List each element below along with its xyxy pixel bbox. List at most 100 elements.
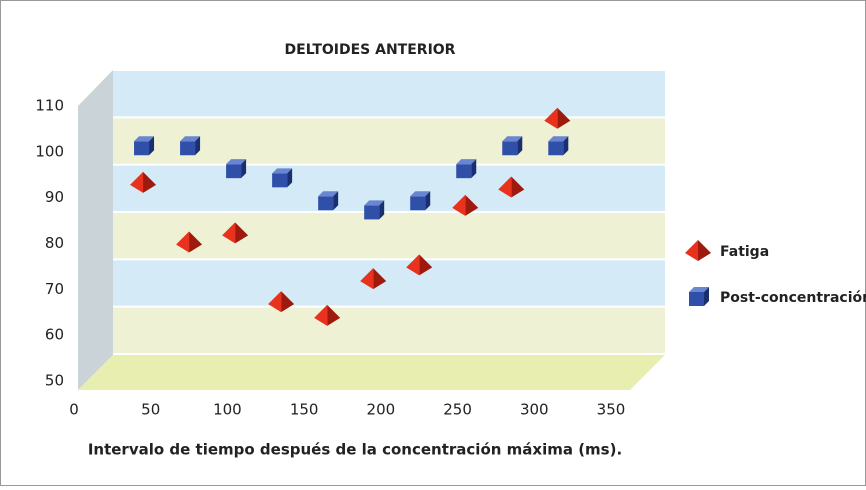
cube-side — [241, 159, 247, 179]
cube-side — [425, 191, 431, 211]
pyramid-right — [465, 194, 479, 216]
cube-marker — [502, 136, 523, 156]
x-tick-label: 50 — [141, 401, 160, 419]
cube-front — [456, 164, 472, 179]
cube-top — [689, 287, 709, 292]
pyramid-right — [557, 107, 571, 129]
cube-marker — [548, 136, 569, 156]
pyramid-left — [130, 171, 144, 193]
pyramid-left — [498, 176, 512, 198]
cube-front — [364, 205, 380, 220]
x-tick-label: 300 — [520, 401, 549, 419]
cube-front — [318, 196, 334, 211]
cube-side — [287, 168, 293, 188]
pyramid-marker — [452, 194, 479, 216]
y-tick-label: 70 — [45, 280, 64, 298]
legend-label: Fatiga — [720, 244, 769, 260]
pyramid-right — [189, 231, 203, 253]
cube-front — [548, 141, 564, 156]
cube-top — [180, 136, 201, 142]
cube-front — [689, 292, 704, 306]
x-tick-label: 100 — [213, 401, 242, 419]
cube-marker — [456, 159, 477, 179]
pyramid-marker — [130, 171, 157, 193]
y-tick-label: 110 — [35, 97, 64, 115]
cube-front — [410, 196, 426, 211]
cube-marker — [689, 287, 709, 306]
wall-band — [113, 164, 665, 212]
cube-side — [379, 200, 385, 220]
cube-front — [226, 164, 242, 179]
pyramid-right — [143, 171, 157, 193]
pyramid-left — [406, 254, 420, 276]
floor — [78, 355, 665, 390]
cube-marker — [410, 191, 431, 211]
pyramid-marker — [544, 107, 571, 129]
x-tick-label: 250 — [443, 401, 472, 419]
cube-top — [364, 200, 385, 206]
cube-front — [180, 141, 196, 156]
pyramid-right — [373, 268, 387, 290]
cube-side — [333, 191, 339, 211]
x-tick-label: 0 — [69, 401, 79, 419]
wall-band — [113, 212, 665, 260]
cube-marker — [134, 136, 155, 156]
cube-side — [195, 136, 201, 156]
cube-top — [272, 168, 293, 174]
wall-band — [113, 259, 665, 307]
pyramid-right — [235, 222, 249, 244]
wall-band — [113, 306, 665, 354]
cube-top — [548, 136, 569, 142]
cube-side — [704, 287, 709, 306]
pyramid-right — [281, 291, 295, 313]
cube-marker — [226, 159, 247, 179]
pyramid-marker — [268, 291, 295, 313]
cube-side — [517, 136, 523, 156]
pyramid-marker — [406, 254, 433, 276]
cube-side — [563, 136, 569, 156]
cube-front — [272, 173, 288, 188]
y-tick-label: 80 — [45, 234, 64, 252]
pyramid-left — [360, 268, 374, 290]
legend-label: Post-concentración — [720, 290, 866, 306]
wall-band — [113, 70, 665, 118]
pyramid-marker — [360, 268, 387, 290]
pyramid-left — [685, 240, 698, 261]
cube-marker — [180, 136, 201, 156]
x-axis-label: Intervalo de tiempo después de la concen… — [88, 441, 622, 459]
cube-top — [318, 191, 339, 197]
pyramid-left — [314, 304, 328, 326]
cube-side — [471, 159, 477, 179]
y-tick-label: 60 — [45, 326, 64, 344]
pyramid-left — [268, 291, 282, 313]
cube-marker — [364, 200, 385, 220]
wall-band — [113, 117, 665, 165]
pyramid-right — [698, 240, 711, 261]
pyramid-marker — [498, 176, 525, 198]
x-tick-label: 150 — [290, 401, 319, 419]
pyramid-right — [511, 176, 525, 198]
cube-top — [226, 159, 247, 165]
left-wall — [78, 70, 113, 390]
cube-top — [456, 159, 477, 165]
pyramid-marker — [222, 222, 249, 244]
x-tick-label: 350 — [597, 401, 626, 419]
cube-marker — [318, 191, 339, 211]
pyramid-right — [419, 254, 433, 276]
y-tick-label: 90 — [45, 188, 64, 206]
pyramid-marker — [685, 240, 711, 261]
x-tick-label: 200 — [367, 401, 396, 419]
cube-top — [502, 136, 523, 142]
pyramid-left — [452, 194, 466, 216]
cube-side — [149, 136, 155, 156]
cube-top — [410, 191, 431, 197]
y-tick-label: 100 — [35, 142, 64, 160]
chart-title: DELTOIDES ANTERIOR — [285, 42, 456, 58]
pyramid-left — [544, 107, 558, 129]
pyramid-marker — [314, 304, 341, 326]
cube-top — [134, 136, 155, 142]
pyramid-marker — [176, 231, 203, 253]
cube-front — [502, 141, 518, 156]
cube-marker — [272, 168, 293, 188]
